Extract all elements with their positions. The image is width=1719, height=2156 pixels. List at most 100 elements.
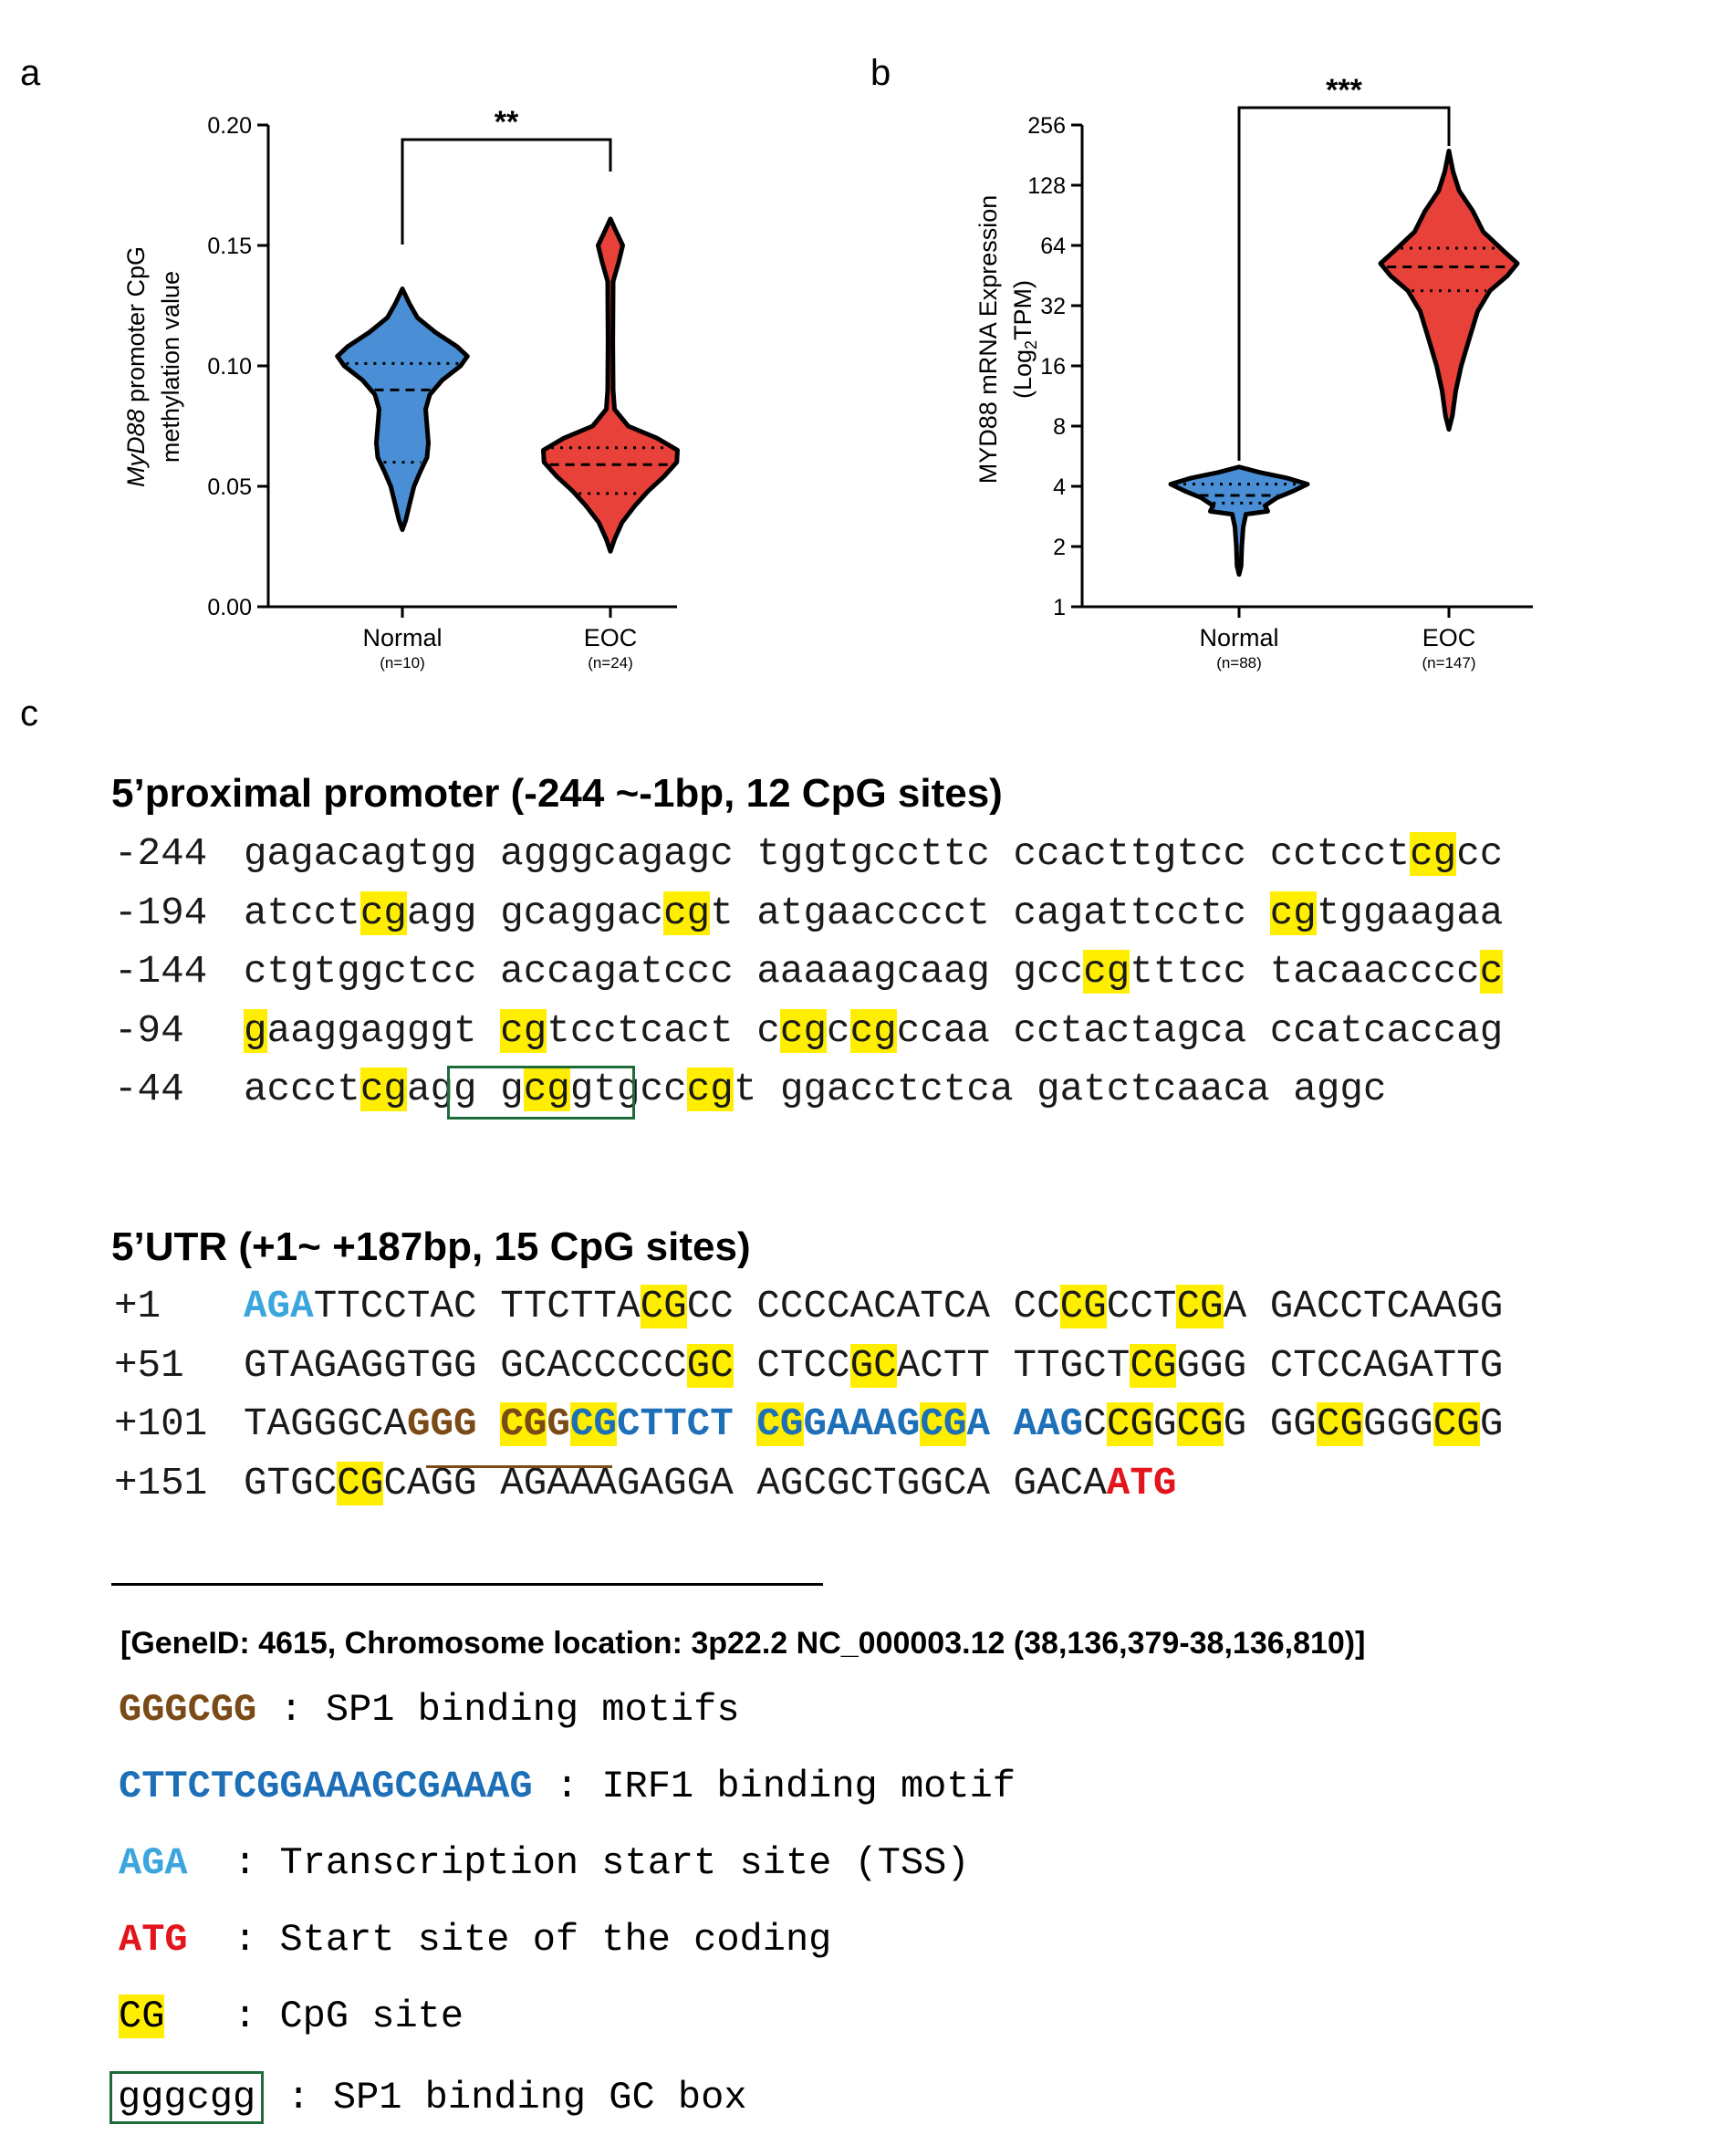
sequence-segment: cctactagca [1013,1008,1247,1053]
sequence-segment: GACA [1013,1461,1107,1505]
sequence-block: atgaacccct [756,891,990,935]
legend-key: CTTCTCGGAAAGCGAAAG [119,1765,533,1808]
sequence-segment: CTTCT [617,1402,734,1446]
sequence-block: ggacctctca [780,1068,1014,1111]
sequence-segment: A [966,1402,990,1446]
sequence-row: +151 GTGCCGCAGG AGAAAGAGGA AGCGCTGGCA GAC… [114,1461,1177,1505]
sequence-segment: t [733,1068,757,1111]
sequence-block: aggc [1293,1068,1386,1111]
sequence-segment: GACCTCAAGG [1269,1285,1504,1328]
sequence-segment: CG [500,1402,547,1446]
x-tick-n-label: (n=88) [1216,654,1262,672]
sequence-segment: agg [406,1068,477,1111]
sequence-segment: c [1479,950,1504,994]
sequence-row: -244 gagacagtgg agggcagagc tggtgccttc cca… [114,832,1503,876]
significance-bracket [401,138,612,245]
y-tick-label: 2 [1053,535,1066,560]
sequence-segment: G [1479,1402,1504,1446]
sequence-segment: cagattcctc [1013,891,1247,935]
sequence-segment: CG [1130,1343,1177,1388]
sequence-block: GACAATG [1014,1462,1177,1505]
sequence-segment: GGG [1176,1343,1247,1388]
legend-description: SP1 binding motifs [325,1688,740,1732]
sequence-segment: CCCCACATCA [756,1285,990,1328]
sequence-segment: c [827,1008,850,1053]
sequence-segment: tttcc [1130,950,1247,994]
sequence-segment: aaaaagcaag [756,950,990,994]
legend-separator: : [187,1841,280,1885]
x-tick-label: Normal [362,624,442,651]
sequence-segment: cg [663,891,711,935]
sequence-segment: gcaggac [500,891,664,935]
sequence-segment: cg [779,1008,828,1053]
sequence-segment: cctcct [1269,832,1411,876]
legend-item: AGA : Transcription start site (TSS) [119,1841,970,1885]
sequence-row: -144 ctgtggctcc accagatccc aaaaagcaag gcc… [114,950,1504,994]
x-tick-label: EOC [584,624,638,651]
sequence-segment: G [1152,1402,1177,1446]
legend-key: CG [119,1995,165,2038]
sequence-segment: cg [500,1008,547,1053]
sequence-segment: aggc [1293,1068,1387,1111]
sequence-segment: atcct [244,891,360,935]
sequence-block: ccatcaccag [1270,1009,1504,1053]
legend-description: Start site of the coding [279,1918,832,1962]
sequence-segment: CG [1059,1285,1107,1328]
sequence-position: +1 [114,1285,161,1328]
sequence-block: accagatccc [500,950,734,994]
sequence-segment: CG [1316,1402,1363,1446]
sequence-block: gcggtgcccgt [500,1068,756,1111]
chart-a-ylabel: MyD88 promoter CpG [122,246,150,487]
y-tick-label: 4 [1053,474,1066,500]
sequence-segment: AAG [1013,1402,1084,1446]
sequence-block: CTCCGCACTT [756,1343,990,1388]
legend-key: ATG [119,1918,188,1962]
sequence-block: ctgtggctcc [244,950,477,994]
sequence-segment: TAGGGCA [244,1402,407,1446]
sequence-segment: GGG [1363,1402,1433,1446]
sequence-segment: GC [686,1343,734,1388]
sequence-segment: GC [849,1343,897,1388]
sequence-segment: ccacttgtcc [1013,832,1247,876]
sequence-segment: GTAGAGGTGG [244,1343,477,1388]
legend-separator: : [256,1688,326,1732]
sequence-segment: cg [1083,950,1130,994]
sequence-position: -144 [114,950,208,994]
y-tick-label: 16 [1040,354,1066,380]
panel-letter-c: c [20,693,38,734]
sequence-segment: g [244,1008,267,1053]
sequence-segment: gagacagtgg [244,832,477,876]
chart-a-ylabel-line2: methylation value [157,271,184,463]
sequence-segment: G [547,1402,570,1446]
sequence-block: cctactagca [1014,1009,1247,1053]
legend-description: CpG site [279,1995,464,2038]
sequence-block: cgtggaagaa [1269,891,1503,935]
sequence-block: cagattcctc [1014,891,1247,935]
sequence-block: cctcctcgcc [1269,832,1504,876]
sequence-block: ccgccgccaa [756,1008,990,1053]
sequence-segment: gcc [1013,950,1084,994]
sequence-position: -44 [114,1068,184,1111]
sequence-block: GTGCCGCAGG [244,1461,477,1505]
legend-key: GGGCGG [119,1688,257,1732]
sequence-segment: cg [1410,832,1457,876]
sequence-position: -194 [114,891,208,935]
sequence-segment: CC [1013,1285,1060,1328]
sequence-block: CCCGCCTCGA [1013,1285,1246,1328]
sequence-segment: CC [686,1285,734,1328]
sequence-segment: cc [1456,832,1504,876]
sequence-block: AGCGCTGGCA [756,1462,990,1505]
sequence-segment: ATG [1106,1461,1177,1505]
sequence-block: GTAGAGGTGG [244,1344,477,1388]
sequence-row: -94 gaaggagggt cgtcctcact ccgccgccaa ccta… [114,1008,1504,1053]
sequence-position: -244 [114,832,208,876]
sequence-block: TTCTTACGCC [500,1285,734,1328]
sequence-position: -94 [114,1008,184,1053]
sequence-block: GCACCCCCGC [500,1343,734,1388]
sequence-block: ccacttgtcc [1014,832,1247,876]
sequence-segment: ccatcaccag [1269,1008,1504,1053]
y-tick-label: 64 [1040,234,1066,259]
gc-box-outline [447,1066,635,1120]
sequence-block: CGGAAAGCGA [756,1402,990,1446]
y-tick-label: 8 [1053,414,1066,440]
